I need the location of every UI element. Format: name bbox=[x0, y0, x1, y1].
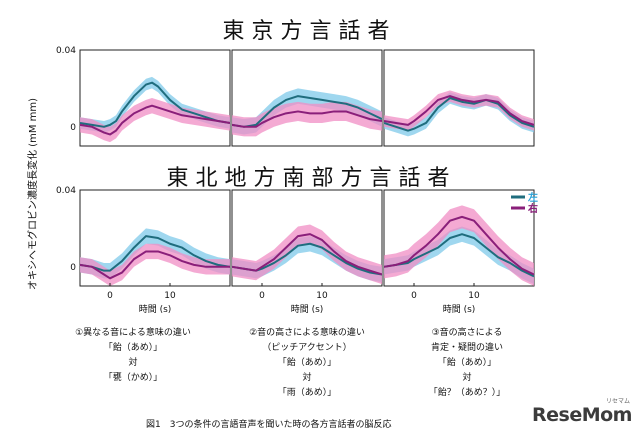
x-tick-label: 10 bbox=[468, 291, 480, 301]
y-tick-label: 0 bbox=[70, 263, 76, 273]
panel-frame bbox=[383, 189, 535, 287]
series-line-right bbox=[231, 110, 383, 128]
panel-frame bbox=[231, 189, 383, 287]
panel-tokyo-2 bbox=[231, 49, 383, 147]
panel-tohoku-1: 0 10 時間 (s) 0.04 0 bbox=[56, 186, 231, 315]
series-line-left bbox=[383, 97, 535, 132]
x-tick-label: 0 bbox=[259, 291, 265, 301]
condition-3: ③音の高さによる 肯定・疑問の違い 「飴（あめ）」 対 「飴？（あめ？）」 bbox=[392, 326, 542, 401]
condition-2-word1: 「飴（あめ）」 bbox=[277, 358, 337, 368]
condition-2-word2: 「雨（あめ）」 bbox=[277, 388, 337, 398]
x-axis-label: 時間 (s) bbox=[291, 304, 324, 315]
condition-2: ②音の高さによる意味の違い （ピッチアクセント） 「飴（あめ）」 対 「雨（あめ… bbox=[232, 326, 382, 401]
y-tick-label: 0.04 bbox=[56, 46, 76, 56]
panel-frame bbox=[383, 49, 535, 147]
legend: 左右 bbox=[511, 191, 538, 215]
panel-frame bbox=[79, 49, 231, 147]
condition-3-title: ③音の高さによる bbox=[431, 328, 503, 338]
band-left bbox=[232, 88, 382, 135]
condition-3-word2: 「飴？（あめ？）」 bbox=[428, 388, 506, 398]
y-tick-label: 0.04 bbox=[56, 186, 76, 196]
x-tick-label: 0 bbox=[107, 291, 113, 301]
x-tick-label: 0 bbox=[411, 291, 417, 301]
logo-subtext: リセマム bbox=[605, 398, 630, 405]
group-title-tohoku: 東 北 地 方 南 部 方 言 話 者 bbox=[167, 166, 450, 191]
panel-frame bbox=[231, 49, 383, 147]
condition-2-subtitle: （ピッチアクセント） bbox=[262, 343, 352, 353]
resemom-logo: ReseMom リセマム bbox=[532, 398, 632, 426]
condition-3-vs: 対 bbox=[462, 373, 472, 383]
legend-label-left: 左 bbox=[527, 191, 538, 204]
x-tick-label: 10 bbox=[316, 291, 328, 301]
y-tick-label: 0 bbox=[70, 123, 76, 133]
x-tick-label: 10 bbox=[164, 291, 176, 301]
series-line-left bbox=[79, 235, 231, 272]
x-axis-label: 時間 (s) bbox=[139, 304, 172, 315]
panel-frame bbox=[79, 189, 231, 287]
condition-2-title: ②音の高さによる意味の違い bbox=[249, 328, 365, 338]
panel-tokyo-1: 0.04 0 bbox=[56, 46, 231, 147]
condition-1-vs: 対 bbox=[128, 358, 138, 368]
series-line-right bbox=[383, 95, 535, 126]
series-line-left bbox=[79, 81, 231, 128]
condition-2-vs: 対 bbox=[302, 373, 312, 383]
y-axis-label: オキシヘモグロビン濃度長変化 (mM mm) bbox=[26, 98, 39, 290]
group-title-tokyo: 東 京 方 言 話 者 bbox=[223, 19, 390, 44]
x-axis-label: 時間 (s) bbox=[443, 304, 476, 315]
band-right bbox=[232, 101, 382, 137]
logo-text: ReseMom bbox=[532, 404, 632, 426]
series-line-right bbox=[79, 250, 230, 280]
series-line-right bbox=[79, 104, 231, 136]
panel-tokyo-3 bbox=[383, 49, 535, 147]
panel-tohoku-3: 0 10 時間 (s) bbox=[383, 189, 535, 315]
legend-label-right: 右 bbox=[527, 202, 538, 215]
condition-1: ①異なる音による意味の違い 「飴（あめ）」 対 「甕（かめ）」 bbox=[58, 326, 208, 386]
band-right bbox=[384, 205, 534, 286]
panel-tohoku-2: 0 10 時間 (s) bbox=[231, 189, 383, 315]
band-right bbox=[232, 224, 382, 285]
band-right bbox=[80, 98, 230, 143]
band-right bbox=[384, 90, 534, 131]
condition-3-subtitle: 肯定・疑問の違い bbox=[430, 343, 503, 353]
series-line-left bbox=[383, 233, 535, 278]
condition-1-word1: 「飴（あめ）」 bbox=[103, 343, 163, 353]
series-line-left bbox=[231, 95, 383, 128]
condition-3-word1: 「飴（あめ）」 bbox=[437, 358, 497, 368]
series-line-right bbox=[231, 233, 383, 276]
condition-1-word2: 「甕（かめ）」 bbox=[103, 373, 163, 383]
series-line-right bbox=[383, 215, 535, 276]
condition-1-title: ①異なる音による意味の違い bbox=[75, 328, 191, 338]
figure-caption: 図1 3つの条件の言語音声を聞いた時の各方言話者の脳反応 bbox=[146, 420, 392, 430]
